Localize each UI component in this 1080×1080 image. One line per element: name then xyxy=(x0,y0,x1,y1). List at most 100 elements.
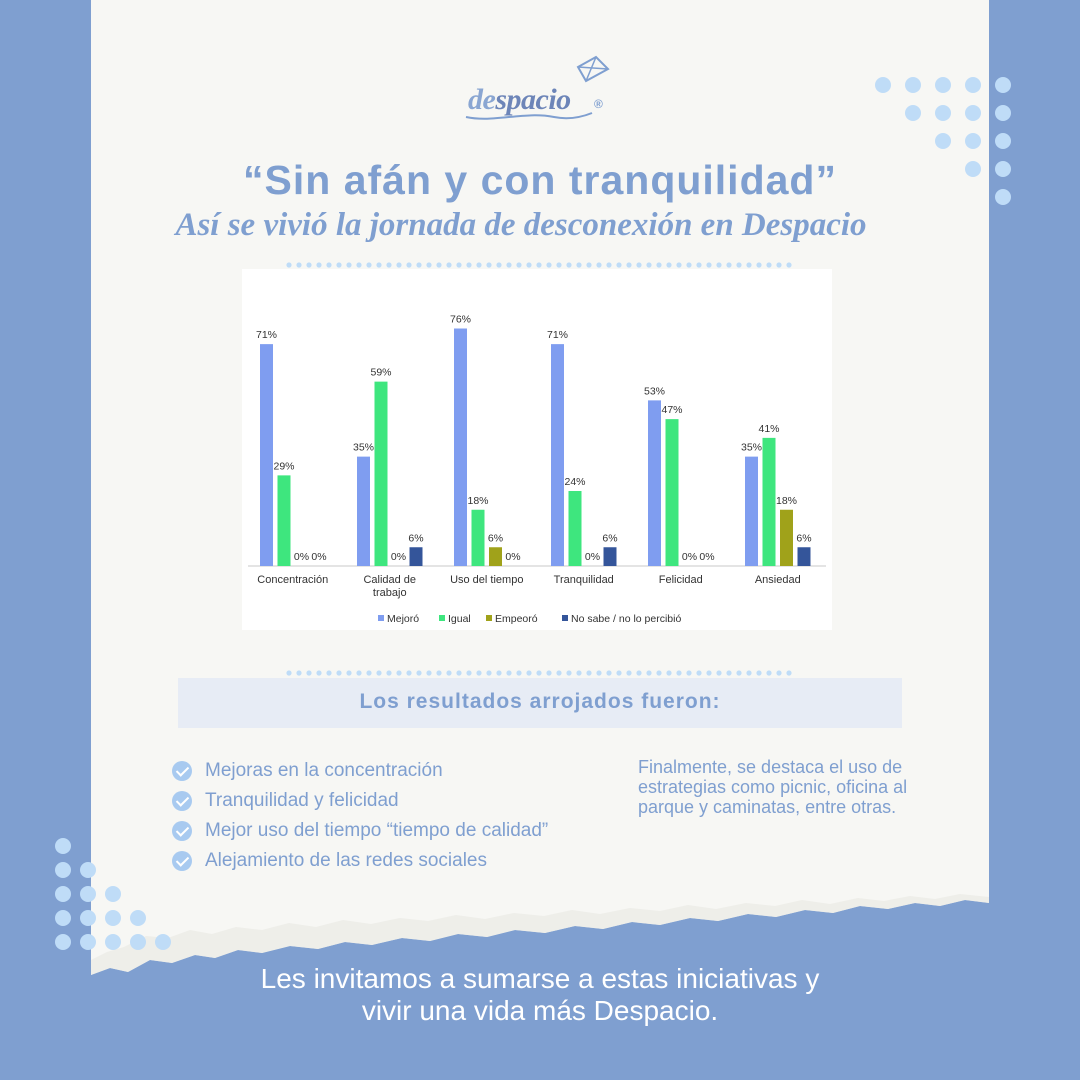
divider-dot xyxy=(486,670,492,676)
list-item-text: Tranquilidad y felicidad xyxy=(205,790,399,811)
data-label: 18% xyxy=(776,495,797,507)
data-label: 0% xyxy=(391,551,406,563)
divider-dot xyxy=(766,670,772,676)
bar-no-sabe-no-lo-percibi- xyxy=(409,547,423,566)
legend-swatch xyxy=(486,615,492,621)
divider-dot xyxy=(616,262,622,268)
divider-dot xyxy=(476,670,482,676)
data-label: 6% xyxy=(602,532,617,544)
despacio-logo: despacio ® xyxy=(464,55,624,125)
divider-dot xyxy=(786,670,792,676)
closing-note: Finalmente, se destaca el uso de estrate… xyxy=(638,757,908,817)
divider-dot xyxy=(556,262,562,268)
divider-dot xyxy=(636,670,642,676)
legend-swatch xyxy=(562,615,568,621)
divider-dot xyxy=(606,262,612,268)
data-label: 53% xyxy=(644,385,665,397)
results-list: Mejoras en la concentración Tranquilidad… xyxy=(172,756,548,876)
list-item: Mejor uso del tiempo “tiempo de calidad” xyxy=(172,816,548,846)
divider-dot xyxy=(716,262,722,268)
divider-dot xyxy=(536,262,542,268)
data-label: 0% xyxy=(505,551,520,563)
divider-dot xyxy=(656,262,662,268)
legend-label: Mejoró xyxy=(387,613,419,625)
divider-dot xyxy=(566,262,572,268)
divider-dot xyxy=(416,262,422,268)
bar-chart: 71%29%0% 0%Concentración35%59%0%6%Calidad… xyxy=(248,314,826,625)
divider-dot xyxy=(286,670,292,676)
results-title: Los resultados arrojados fueron: xyxy=(359,690,721,713)
logo-underline-swoosh xyxy=(465,112,593,120)
bar-mejor- xyxy=(745,456,758,566)
data-label: 0% xyxy=(699,551,714,563)
data-label: 18% xyxy=(467,495,488,507)
divider-dot xyxy=(286,262,292,268)
data-label: 0% xyxy=(682,551,697,563)
divider-dot xyxy=(546,262,552,268)
divider-dot xyxy=(436,670,442,676)
footer-line-2: vivir una vida más Despacio. xyxy=(361,995,719,1026)
divider-dot xyxy=(416,670,422,676)
data-label: 0% xyxy=(294,551,309,563)
divider-dot xyxy=(726,670,732,676)
list-item-text: Mejor uso del tiempo “tiempo de calidad” xyxy=(205,820,549,841)
divider-dot xyxy=(596,670,602,676)
divider-dot xyxy=(536,670,542,676)
divider-dot xyxy=(386,262,392,268)
divider-dot xyxy=(666,262,672,268)
divider-dot xyxy=(756,262,762,268)
divider-dot xyxy=(706,670,712,676)
logo-wordmark: despacio xyxy=(468,83,571,116)
divider-dot xyxy=(556,670,562,676)
legend-swatch xyxy=(378,615,384,621)
list-item-text: Mejoras en la concentración xyxy=(205,760,443,781)
divider-dot xyxy=(356,670,362,676)
list-item: Tranquilidad y felicidad xyxy=(172,786,548,816)
divider-dot xyxy=(466,670,472,676)
divider-dot xyxy=(776,670,782,676)
footer-message: Les invitamos a sumarse a estas iniciati… xyxy=(0,963,1080,1027)
data-label: 0% xyxy=(585,551,600,563)
divider-dot xyxy=(736,262,742,268)
data-label: 24% xyxy=(564,476,585,488)
data-label: 35% xyxy=(353,442,374,454)
divider-dot xyxy=(776,262,782,268)
decorative-dots-bottom-left xyxy=(55,838,175,950)
check-circle-icon xyxy=(172,791,192,811)
divider-dot xyxy=(336,262,342,268)
divider-dot xyxy=(426,670,432,676)
data-label: 29% xyxy=(273,460,294,472)
divider-dot xyxy=(566,670,572,676)
page-subtitle: Así se vivió la jornada de desconexión e… xyxy=(175,207,867,243)
bar-no-sabe-no-lo-percibi- xyxy=(797,547,811,566)
bar-igual xyxy=(665,419,679,566)
divider-dot xyxy=(306,262,312,268)
divider-dot xyxy=(346,262,352,268)
category-label: Tranquilidad xyxy=(554,574,614,586)
bar-igual xyxy=(762,437,776,566)
divider-dot xyxy=(626,670,632,676)
divider-dot xyxy=(506,262,512,268)
decorative-dots-top-right xyxy=(875,77,1015,207)
divider-dot xyxy=(456,670,462,676)
check-circle-icon xyxy=(172,851,192,871)
bar-mejor- xyxy=(648,400,661,566)
data-label: 35% xyxy=(741,442,762,454)
divider-dot xyxy=(576,670,582,676)
divider-dot xyxy=(736,670,742,676)
bar-mejor- xyxy=(454,328,467,566)
footer-line-1: Les invitamos a sumarse a estas iniciati… xyxy=(260,963,820,994)
bar-igual xyxy=(374,381,388,566)
divider-dot xyxy=(656,670,662,676)
page-title: “Sin afán y con tranquilidad” xyxy=(243,157,837,203)
divider-dot xyxy=(616,670,622,676)
data-label: 6% xyxy=(488,532,503,544)
divider-dot xyxy=(496,670,502,676)
divider-dot xyxy=(526,262,532,268)
divider-dot xyxy=(686,262,692,268)
check-circle-icon xyxy=(172,821,192,841)
divider-dot xyxy=(646,262,652,268)
list-item-text: Alejamiento de las redes sociales xyxy=(205,850,487,871)
divider-dot xyxy=(396,262,402,268)
divider-dot xyxy=(326,262,332,268)
